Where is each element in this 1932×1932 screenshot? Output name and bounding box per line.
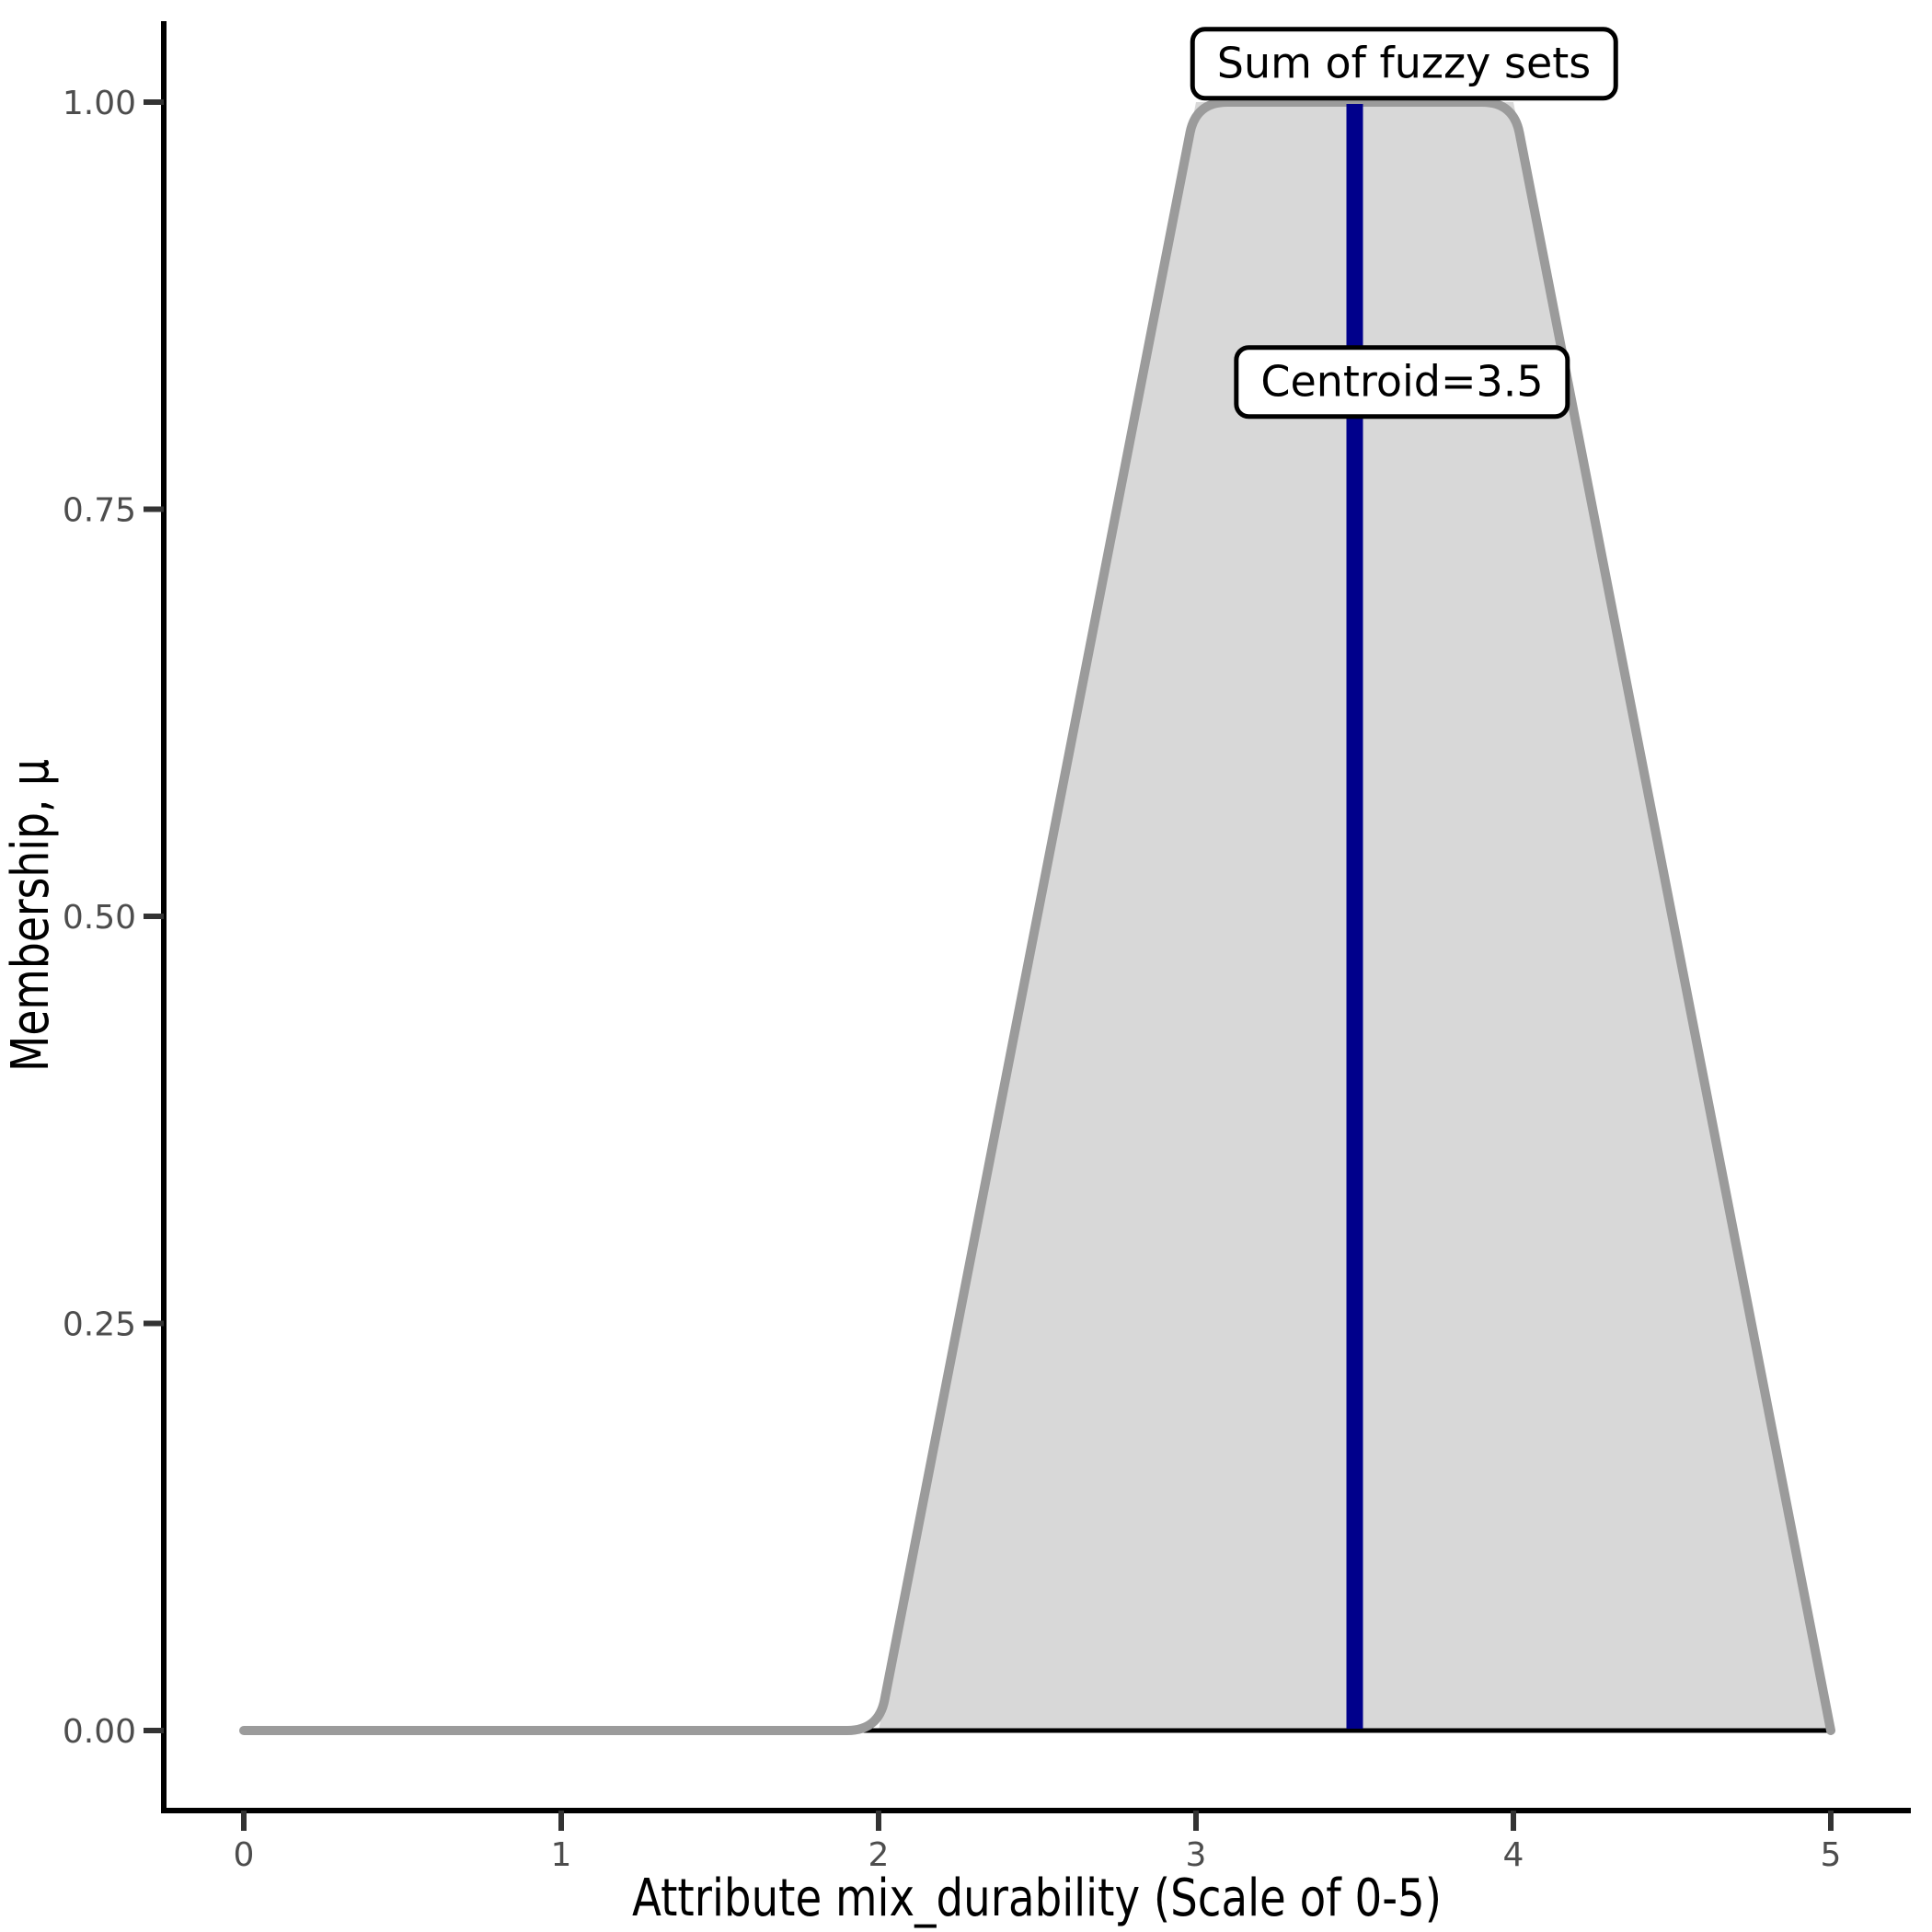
y-tick-label: 0.75: [63, 492, 136, 530]
x-tick-label: 0: [234, 1836, 255, 1874]
x-tick-label: 5: [1821, 1836, 1842, 1874]
y-tick-label: 0.50: [63, 899, 136, 937]
y-tick-label: 1.00: [63, 85, 136, 122]
x-tick-label: 2: [868, 1836, 890, 1874]
sum-of-fuzzy-sets-label: Sum of fuzzy sets: [1190, 27, 1618, 100]
y-tick-label: 0.00: [63, 1713, 136, 1751]
x-tick-label: 3: [1186, 1836, 1207, 1874]
y-axis-title: Membership, μ: [1, 759, 61, 1072]
fuzzy-sum-curve: [239, 98, 1835, 1735]
x-tick-label: 1: [551, 1836, 572, 1874]
x-axis-title: Attribute mix_durability (Scale of 0-5): [632, 1869, 1442, 1928]
x-tick-label: 4: [1503, 1836, 1524, 1874]
centroid-label: Centroid=3.5: [1234, 345, 1570, 419]
y-tick-label: 0.25: [63, 1306, 136, 1344]
